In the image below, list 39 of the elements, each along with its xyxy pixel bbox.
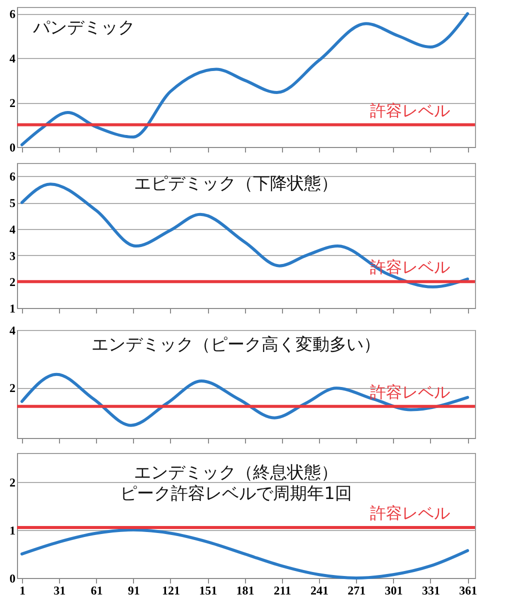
x-tick-label: 31 [54, 584, 66, 598]
y-tick-label: 4 [10, 324, 16, 338]
x-tick-label: 301 [384, 584, 403, 598]
y-tick-label: 1 [10, 523, 16, 538]
y-tick-label: 2 [10, 475, 16, 490]
y-tick-label: 6 [10, 7, 16, 22]
x-tick-label: 241 [310, 584, 329, 598]
y-tick-label: 0 [10, 572, 16, 586]
y-tick-label: 1 [10, 302, 16, 316]
y-tick-label: 2 [10, 275, 16, 290]
y-tick-label: 4 [10, 52, 16, 66]
chart-title: エンデミック（ピーク高く変動多い） [92, 335, 380, 355]
x-tick-label: 211 [274, 584, 292, 598]
y-tick-label: 6 [10, 170, 16, 184]
text: エンデミック（終息状態） [134, 463, 338, 483]
text: ピーク許容レベルで周期年1回 [120, 484, 352, 504]
x-tick-label: 181 [236, 584, 254, 598]
ref-line-label: 許容レベル [370, 382, 450, 402]
text: エピデミック（下降状態） [134, 174, 338, 194]
y-tick-label: 5 [10, 196, 16, 210]
x-tick-label: 331 [422, 584, 440, 598]
y-tick-label: 2 [10, 381, 16, 396]
y-tick-label: 4 [10, 222, 16, 236]
ref-line-label: 許容レベル [370, 100, 450, 120]
x-tick-label: 271 [348, 584, 366, 598]
y-tick-label: 2 [10, 96, 16, 110]
x-tick-label: 91 [128, 584, 140, 598]
y-tick-label: 0 [10, 140, 16, 154]
x-tick-label: 1 [19, 584, 26, 598]
ref-line-label: 許容レベル [370, 504, 450, 523]
line-series [20, 12, 470, 146]
x-tick-label: 61 [90, 584, 103, 598]
text: パンデミック [32, 18, 135, 38]
x-tick-label: 151 [199, 584, 218, 598]
x-tick-label: 361 [459, 584, 478, 598]
line-series [20, 372, 470, 427]
line-series [20, 528, 470, 580]
x-tick-label: 121 [162, 584, 180, 598]
y-tick-label: 3 [10, 248, 16, 263]
